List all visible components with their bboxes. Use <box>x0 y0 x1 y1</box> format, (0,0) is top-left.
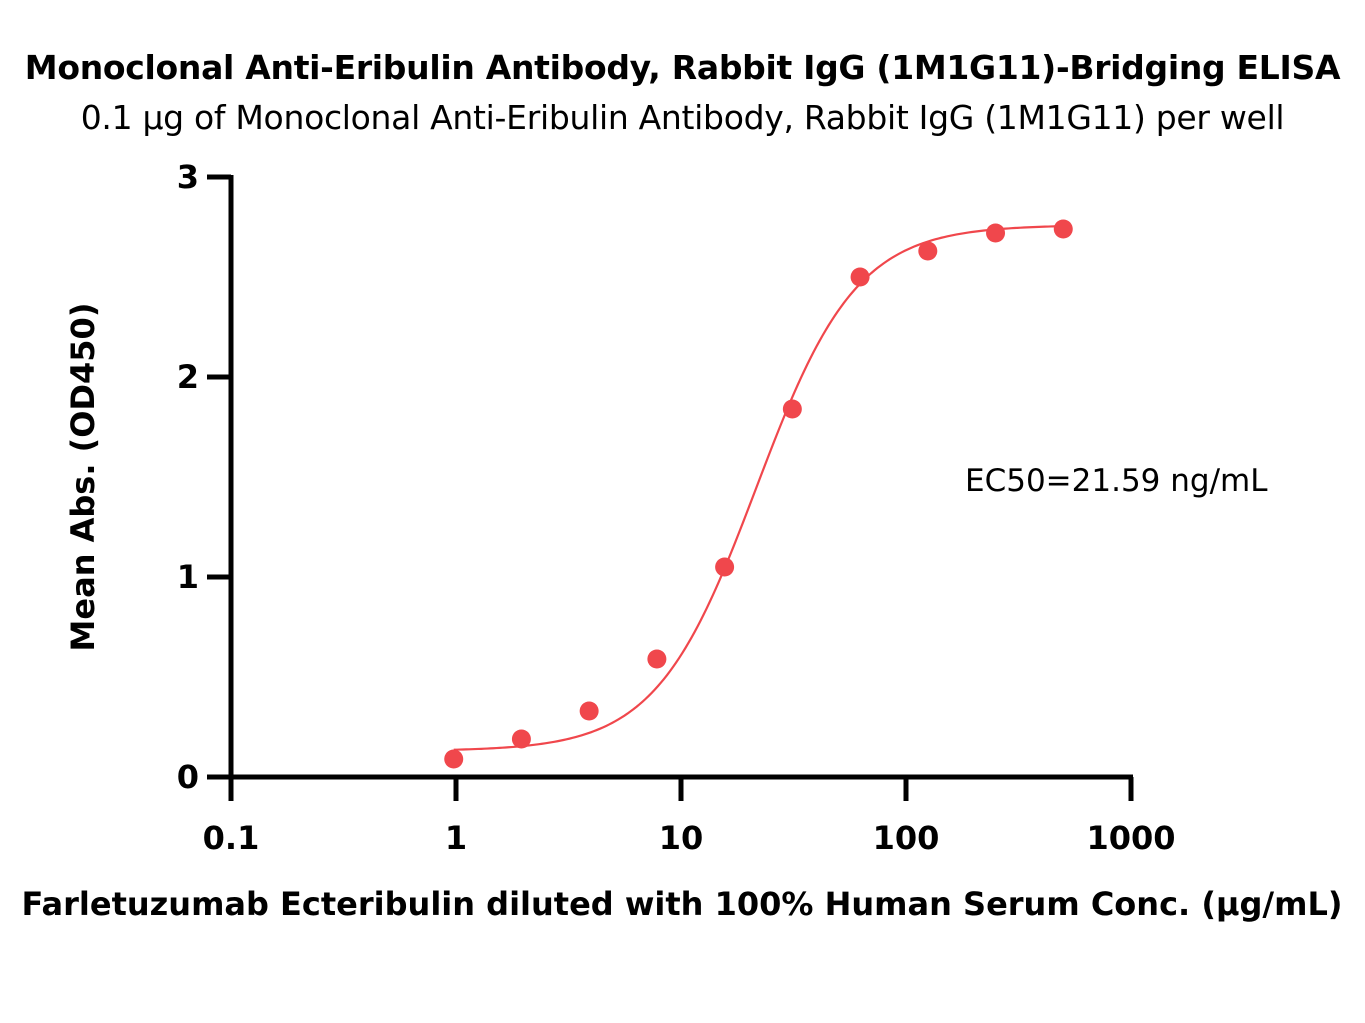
data-point <box>444 749 464 769</box>
data-point <box>715 557 735 577</box>
y-axis-label: Mean Abs. (OD450) <box>64 303 102 652</box>
y-tick-label: 1 <box>177 558 199 596</box>
x-tick-label: 100 <box>873 819 940 857</box>
data-point <box>511 729 531 749</box>
data-point <box>850 267 870 287</box>
data-point <box>986 223 1006 243</box>
x-tick-label: 0.1 <box>203 819 260 857</box>
y-tick-label: 2 <box>177 358 199 396</box>
chart-title: Monoclonal Anti-Eribulin Antibody, Rabbi… <box>24 48 1341 87</box>
ec50-annotation: EC50=21.59 ng/mL <box>965 463 1268 499</box>
x-tick-label: 10 <box>659 819 704 857</box>
y-tick-label: 0 <box>177 758 199 796</box>
data-point <box>579 701 599 721</box>
fit-curve <box>453 225 1064 751</box>
chart-subtitle: 0.1 μg of Monoclonal Anti-Eribulin Antib… <box>80 98 1285 137</box>
data-point <box>647 649 667 669</box>
data-point <box>782 399 802 419</box>
data-point <box>1053 219 1073 239</box>
x-tick-label: 1 <box>445 819 467 857</box>
x-tick-label: 1000 <box>1086 819 1175 857</box>
data-point <box>918 241 938 261</box>
y-tick-label: 3 <box>177 158 199 196</box>
x-axis-label: Farletuzumab Ecteribulin diluted with 10… <box>22 885 1343 923</box>
